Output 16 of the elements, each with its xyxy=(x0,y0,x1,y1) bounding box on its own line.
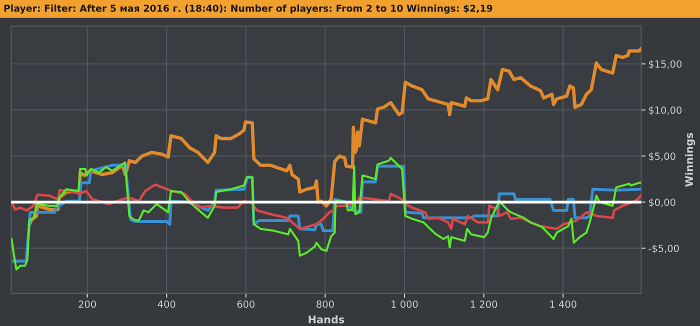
y-tick-label: -$5,00 xyxy=(648,244,679,254)
chart-title: Player: Filter: After 5 мая 2016 г. (18:40): Number of players: From 2 to 10 Winnings: $2,19 xyxy=(4,4,492,14)
x-tick-label: 400 xyxy=(158,300,176,308)
x-tick-label: 200 xyxy=(78,300,96,308)
x-tick-label: 600 xyxy=(237,300,255,308)
y-tick-label: $5,00 xyxy=(648,152,676,162)
x-tick-label: 1 400 xyxy=(550,300,576,308)
x-tick-label: 1 000 xyxy=(392,300,418,308)
y-tick-label: $10,00 xyxy=(648,106,682,116)
y-tick-label: $15,00 xyxy=(648,60,682,69)
y-axis-title: Winnings xyxy=(684,132,696,187)
x-tick-label: 1 200 xyxy=(470,300,498,308)
x-tick-label: 800 xyxy=(316,300,334,308)
x-axis-title: Hands xyxy=(308,315,344,324)
line-series xyxy=(28,47,642,226)
y-tick-label: $0,00 xyxy=(648,198,676,208)
